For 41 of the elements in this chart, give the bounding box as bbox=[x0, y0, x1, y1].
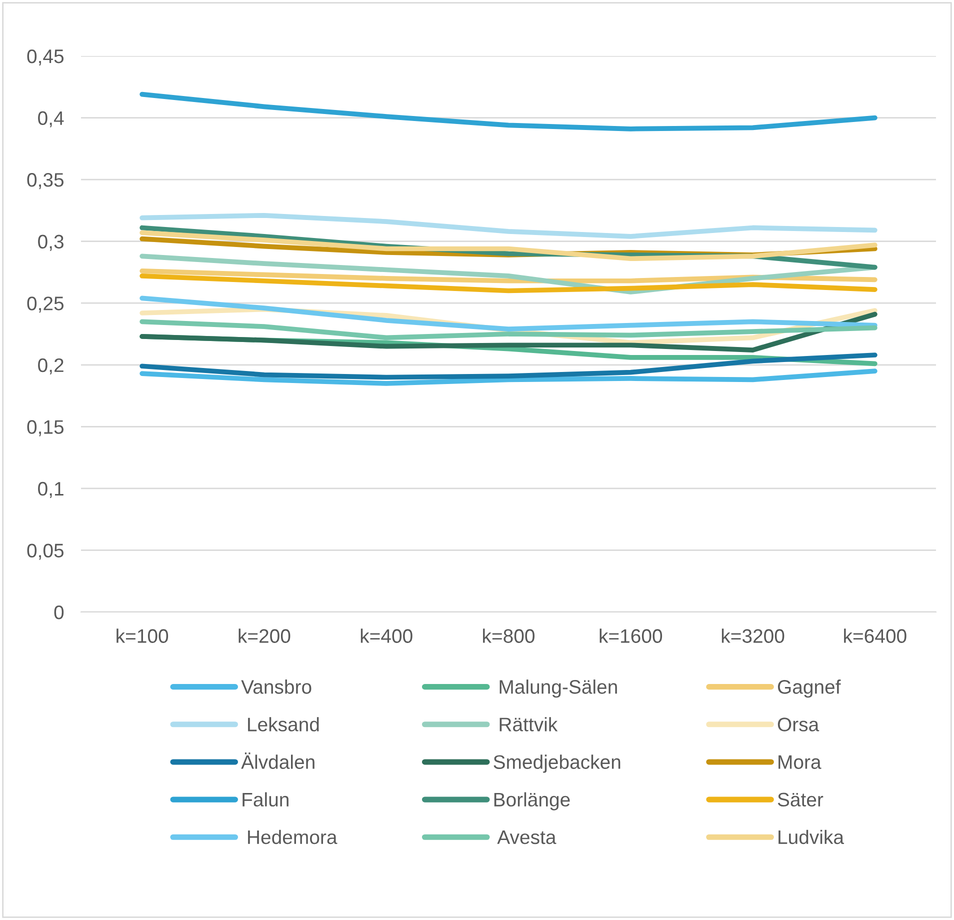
x-tick-label: k=1600 bbox=[600, 628, 662, 643]
y-tick-label: 0,2 bbox=[38, 358, 64, 374]
line-series bbox=[140, 368, 878, 386]
x-tick-label: k=3200 bbox=[722, 628, 784, 643]
legend-label: Avesta bbox=[497, 830, 556, 844]
y-tick-label: 0,1 bbox=[38, 482, 64, 498]
legend-label: Gagnef bbox=[778, 680, 841, 698]
legend-label: Falun bbox=[242, 792, 288, 807]
y-tick-label: 0,3 bbox=[38, 234, 64, 251]
x-tick-label: k=800 bbox=[483, 628, 534, 643]
line-series bbox=[140, 312, 878, 352]
x-tick-label: k=200 bbox=[238, 628, 290, 643]
line-series bbox=[140, 274, 878, 294]
y-tick-label: 0,15 bbox=[27, 420, 64, 436]
line-series bbox=[140, 319, 878, 340]
legend-label: Orsa bbox=[778, 718, 820, 732]
y-tick-label: 0 bbox=[54, 605, 64, 620]
legend-label: Mora bbox=[778, 755, 822, 769]
legend-label: Rättvik bbox=[500, 717, 558, 732]
legend-label: Borlänge bbox=[494, 792, 570, 810]
y-tick-label: 0,25 bbox=[27, 296, 64, 313]
legend-label: Ludvika bbox=[778, 830, 844, 844]
line-series bbox=[140, 352, 878, 380]
x-tick-label: k=400 bbox=[360, 628, 412, 643]
y-tick-label: 0,35 bbox=[27, 173, 64, 190]
line-series bbox=[140, 92, 878, 132]
line-series bbox=[140, 296, 878, 332]
y-tick-label: 0,4 bbox=[38, 111, 64, 128]
legend-label: Hedemora bbox=[248, 830, 338, 844]
y-tick-label: 0,05 bbox=[27, 544, 64, 560]
line-series bbox=[140, 230, 878, 262]
legend-label: Malung-Sälen bbox=[500, 680, 617, 698]
legend-label: Älvdalen bbox=[241, 752, 314, 769]
legend-label: Säter bbox=[778, 792, 824, 807]
legend-label: Leksand bbox=[248, 717, 319, 732]
legend-label: Smedjebacken bbox=[494, 754, 620, 773]
x-tick-label: k=6400 bbox=[844, 628, 906, 643]
y-tick-label: 0,45 bbox=[27, 49, 64, 66]
legend-label: Vansbro bbox=[241, 680, 312, 694]
line-series bbox=[140, 212, 878, 239]
x-tick-label: k=100 bbox=[116, 628, 168, 643]
